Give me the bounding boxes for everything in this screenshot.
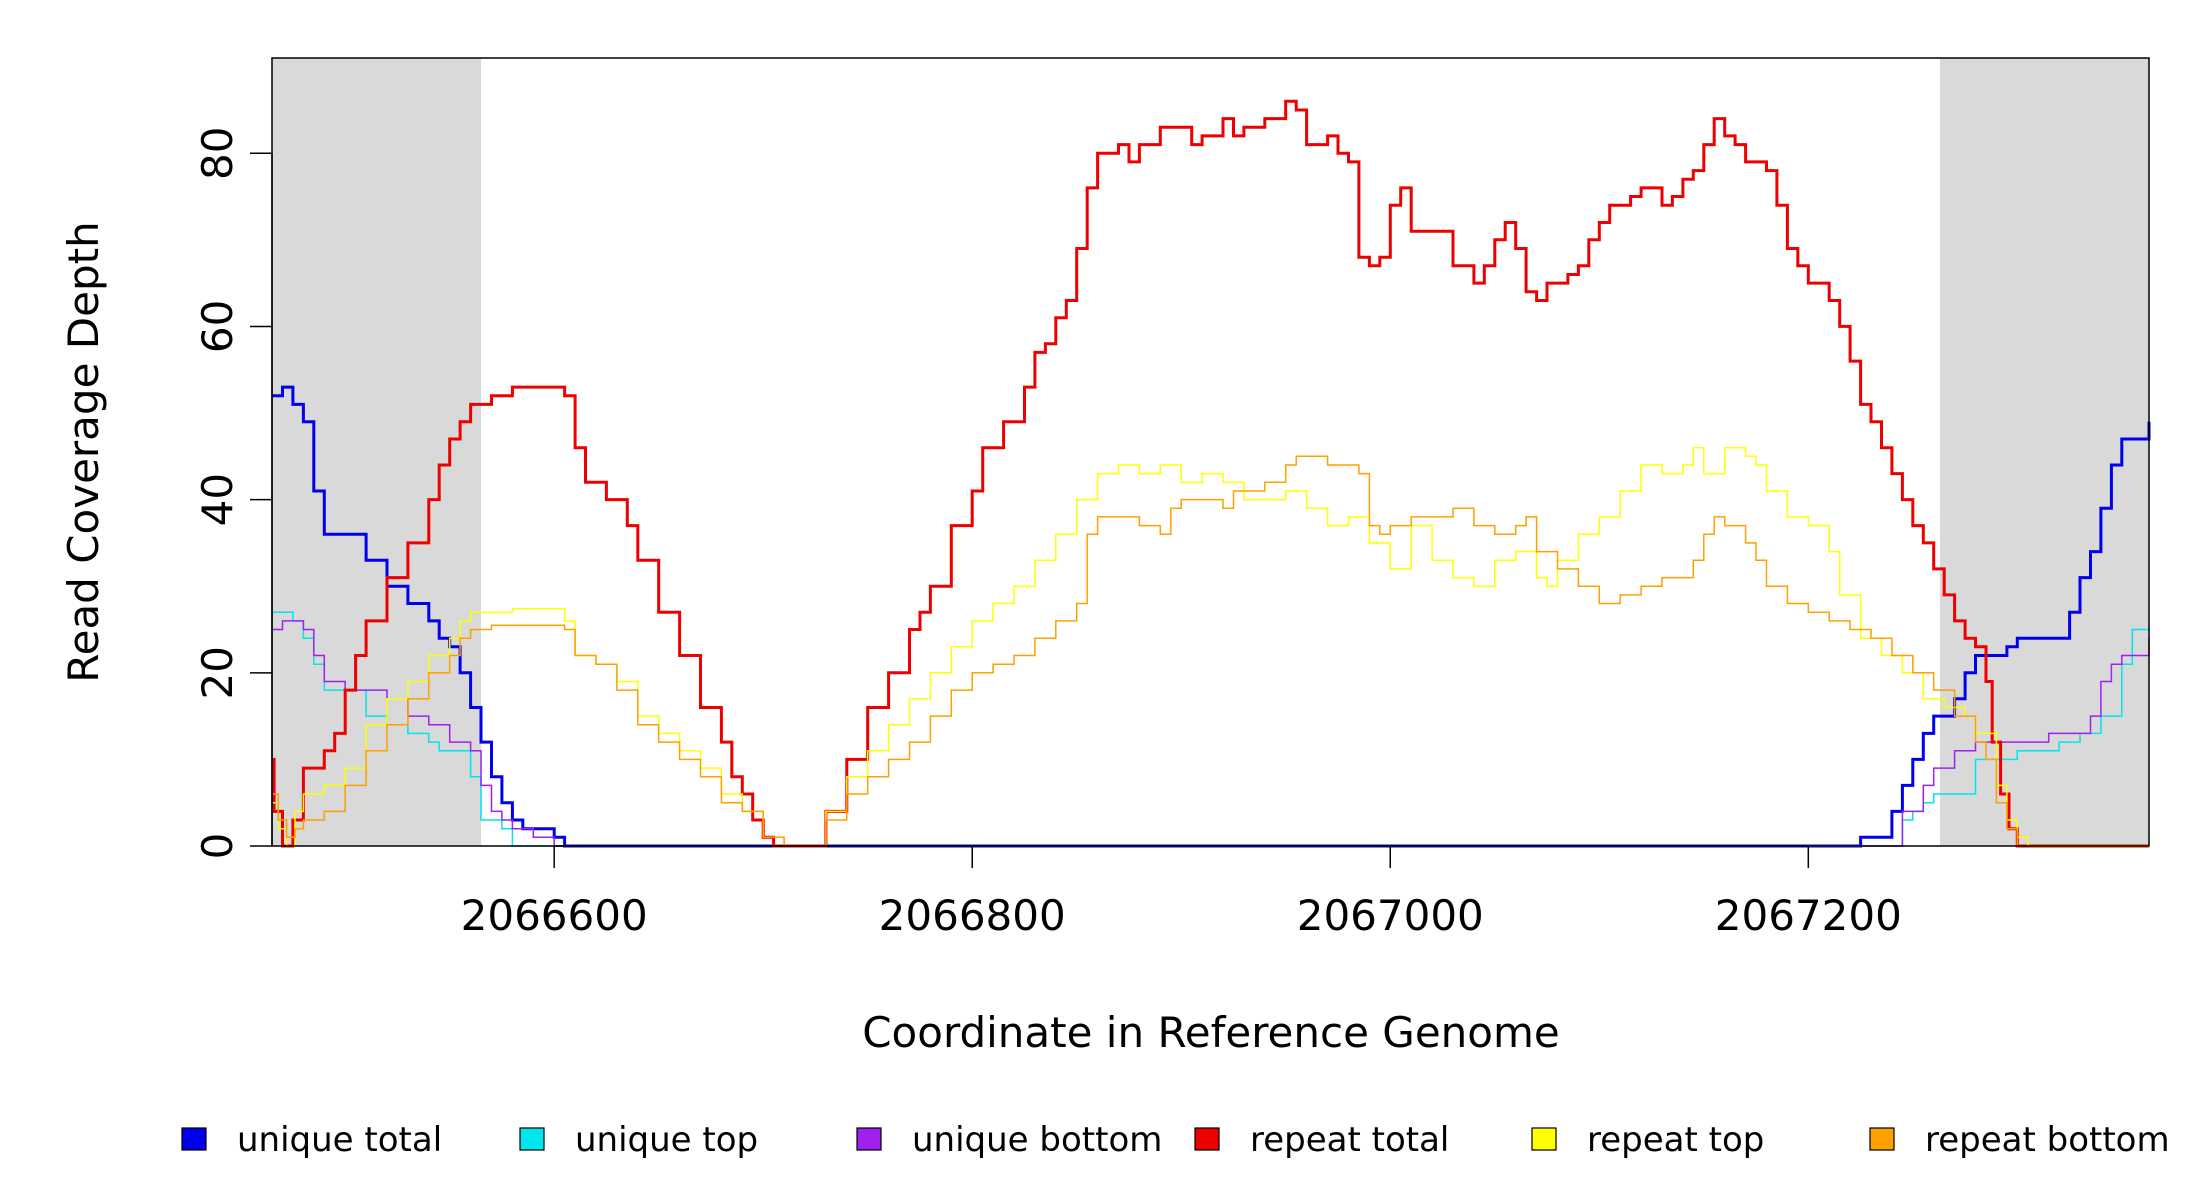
legend-swatch [1869,1127,1895,1151]
legend-swatch [519,1127,545,1151]
legend-item-repeat-total: repeat total [1194,1120,1449,1160]
x-axis: 2066600 2066800 2067000 2067200 [461,845,1902,940]
legend-label: repeat total [1250,1120,1449,1160]
legend-label: unique total [237,1120,442,1160]
x-tick-label: 2067000 [1297,891,1484,940]
shaded-region-1 [272,58,482,846]
series-lines [272,99,2151,848]
shaded-regions [272,58,2149,846]
series-line-unique-bottom [272,620,2150,847]
legend-swatch [856,1127,882,1151]
x-tick-label: 2066600 [461,891,648,940]
series-line-unique-total [272,385,2151,848]
legend-label: unique top [575,1120,758,1160]
x-tick-label: 2066800 [879,891,1066,940]
legend-item-repeat-bottom: repeat bottom [1869,1120,2170,1160]
y-tick-label: 80 [193,127,242,180]
legend-item-unique-bottom: unique bottom [856,1120,1162,1160]
legend-item-unique-top: unique top [519,1120,758,1160]
series-line-repeat-total [272,99,2149,848]
y-tick-label: 40 [193,473,242,526]
y-tick-label: 0 [193,833,242,860]
y-tick-label: 60 [193,300,242,353]
legend-label: repeat bottom [1925,1120,2170,1160]
y-axis: 0 20 40 60 80 [193,127,273,860]
y-tick-label: 20 [193,646,242,699]
series-line-repeat-bottom [272,455,2149,847]
y-axis-label: Read Coverage Depth [59,221,108,682]
legend-swatch [1194,1127,1220,1151]
plot-frame [271,57,2150,847]
legend-item-repeat-top: repeat top [1531,1120,1764,1160]
x-tick-label: 2067200 [1715,891,1902,940]
legend-label: repeat top [1587,1120,1764,1160]
series-line-unique-top [272,611,2149,847]
legend-swatch [1531,1127,1557,1151]
series-line-repeat-top [272,446,2149,847]
legend: unique total unique top unique bottom repea… [181,1120,2170,1160]
legend-swatch [181,1127,207,1151]
x-axis-label: Coordinate in Reference Genome [862,1008,1560,1057]
shaded-region-2 [1939,58,2149,846]
legend-label: unique bottom [912,1120,1162,1160]
legend-item-unique-total: unique total [181,1120,442,1160]
